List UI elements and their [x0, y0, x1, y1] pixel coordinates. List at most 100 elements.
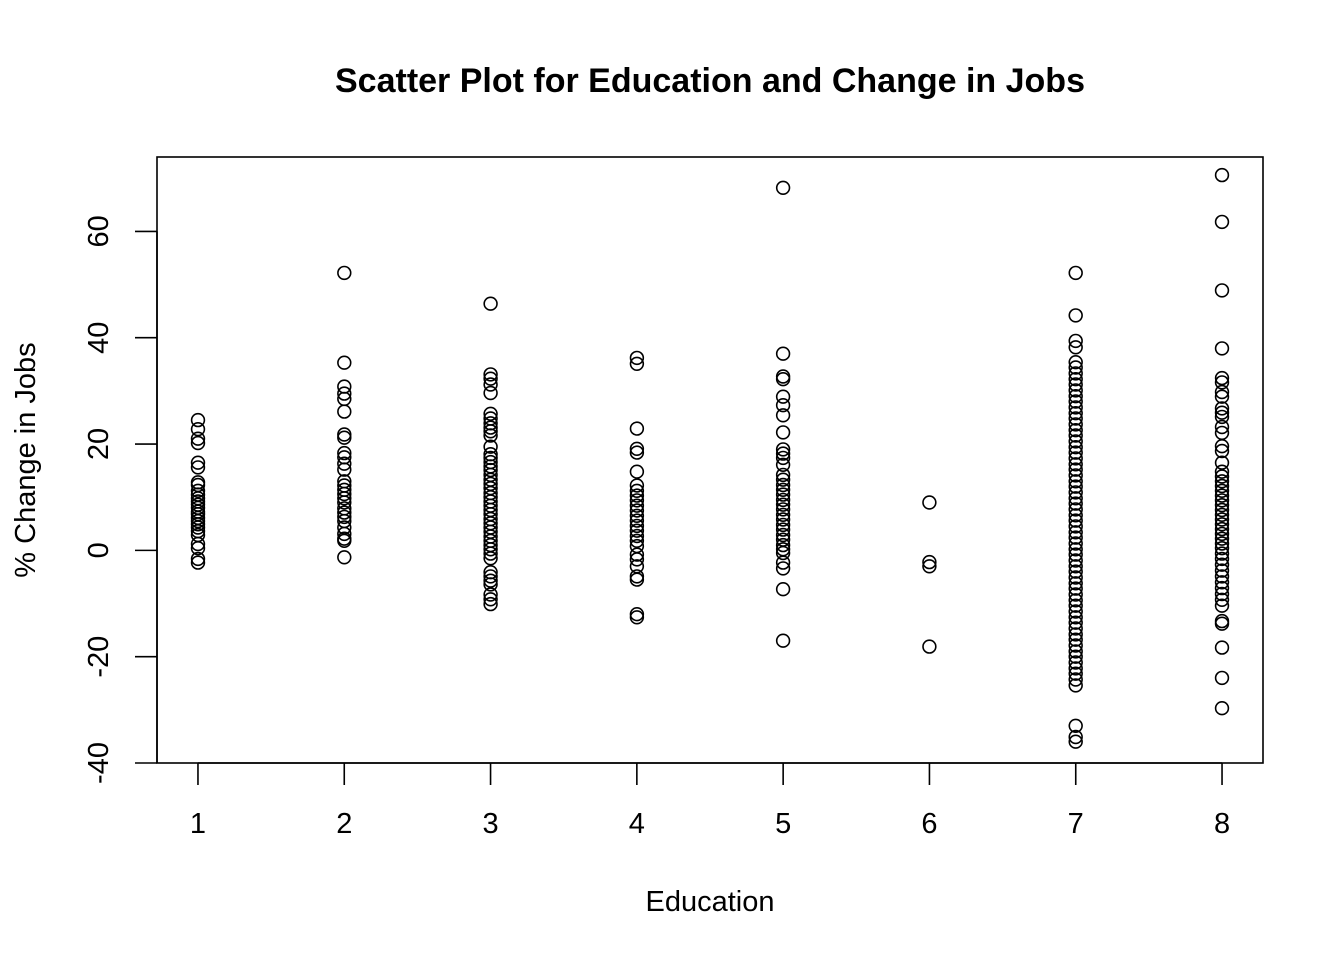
data-point — [1214, 443, 1230, 459]
data-point — [629, 478, 645, 493]
data-point — [775, 442, 791, 457]
data-point — [1214, 389, 1230, 404]
data-point — [1068, 417, 1083, 432]
x-tick-label: 6 — [921, 808, 937, 840]
data-point — [337, 427, 352, 442]
data-point — [629, 445, 645, 460]
data-point — [1068, 394, 1083, 409]
data-point — [1068, 508, 1083, 523]
data-point — [775, 633, 791, 648]
data-point — [1068, 485, 1083, 500]
data-point — [1068, 406, 1083, 421]
data-point — [629, 503, 645, 518]
data-point — [337, 505, 352, 520]
data-point — [1214, 670, 1230, 686]
data-point — [629, 606, 645, 622]
data-point — [1068, 570, 1083, 585]
data-point — [1068, 496, 1083, 511]
data-point — [337, 550, 352, 565]
data-point — [1068, 610, 1083, 625]
data-point — [483, 577, 498, 592]
data-points — [190, 167, 1230, 749]
data-point — [629, 464, 645, 479]
data-point — [775, 561, 791, 576]
data-point — [775, 487, 791, 502]
data-point — [483, 424, 498, 439]
data-point — [1214, 370, 1230, 386]
data-point — [775, 517, 791, 533]
data-point — [775, 472, 791, 487]
data-point — [483, 551, 498, 566]
data-point — [775, 502, 791, 517]
data-point — [1068, 265, 1083, 281]
data-point — [1068, 576, 1083, 591]
data-point — [775, 450, 791, 466]
data-point — [1214, 526, 1230, 542]
data-point — [337, 526, 352, 542]
data-point — [1068, 462, 1083, 477]
data-point — [629, 493, 645, 508]
y-tick-label: 0 — [83, 542, 115, 558]
data-point — [483, 367, 498, 382]
data-point — [483, 406, 498, 421]
data-point — [629, 547, 645, 562]
plot-frame — [156, 156, 1264, 764]
data-point — [1068, 530, 1083, 545]
data-point — [1214, 586, 1230, 602]
data-point — [190, 540, 206, 556]
data-point — [775, 482, 791, 497]
data-point — [1214, 546, 1230, 561]
data-point — [775, 398, 791, 413]
data-point — [190, 555, 206, 570]
data-point — [337, 404, 352, 419]
data-point — [1068, 638, 1083, 653]
data-point — [190, 435, 206, 451]
y-tick-label: -40 — [83, 742, 115, 784]
data-point — [1068, 729, 1083, 745]
data-point — [337, 386, 352, 401]
data-point — [1068, 564, 1083, 579]
data-point — [775, 457, 791, 472]
data-point — [483, 542, 498, 557]
data-point — [1214, 214, 1230, 230]
data-point — [1214, 521, 1230, 537]
data-point — [337, 355, 352, 370]
data-point — [337, 486, 352, 502]
data-point — [1214, 167, 1230, 183]
data-point — [1214, 507, 1230, 522]
data-point — [337, 533, 352, 548]
data-point — [1214, 557, 1230, 572]
data-point — [1068, 587, 1083, 602]
data-point — [483, 462, 498, 478]
data-point — [190, 483, 206, 498]
data-point — [1068, 655, 1083, 670]
data-point — [1068, 502, 1083, 517]
data-point — [1068, 457, 1083, 472]
data-point — [1068, 479, 1083, 494]
data-point — [629, 356, 645, 371]
data-point — [1068, 389, 1083, 404]
data-point — [1068, 627, 1083, 642]
data-point — [483, 546, 498, 561]
x-tick-label: 3 — [482, 808, 498, 840]
data-point — [1214, 474, 1230, 489]
data-point — [1068, 621, 1083, 636]
data-point — [483, 569, 498, 584]
data-point — [190, 431, 206, 446]
data-point — [1214, 439, 1230, 454]
data-point — [922, 554, 937, 570]
data-point — [775, 581, 791, 597]
data-point — [190, 551, 206, 567]
data-point — [483, 587, 498, 602]
data-point — [629, 350, 645, 366]
data-point — [1214, 640, 1230, 655]
data-point — [1068, 411, 1083, 426]
y-tick-label: 20 — [83, 428, 115, 460]
data-point — [483, 371, 498, 386]
data-point — [1214, 580, 1230, 596]
chart-title: Scatter Plot for Education and Change in… — [335, 62, 1085, 100]
data-point — [1068, 423, 1083, 438]
data-point — [1068, 661, 1083, 676]
x-tick-label: 4 — [629, 808, 645, 840]
data-point — [775, 467, 791, 483]
